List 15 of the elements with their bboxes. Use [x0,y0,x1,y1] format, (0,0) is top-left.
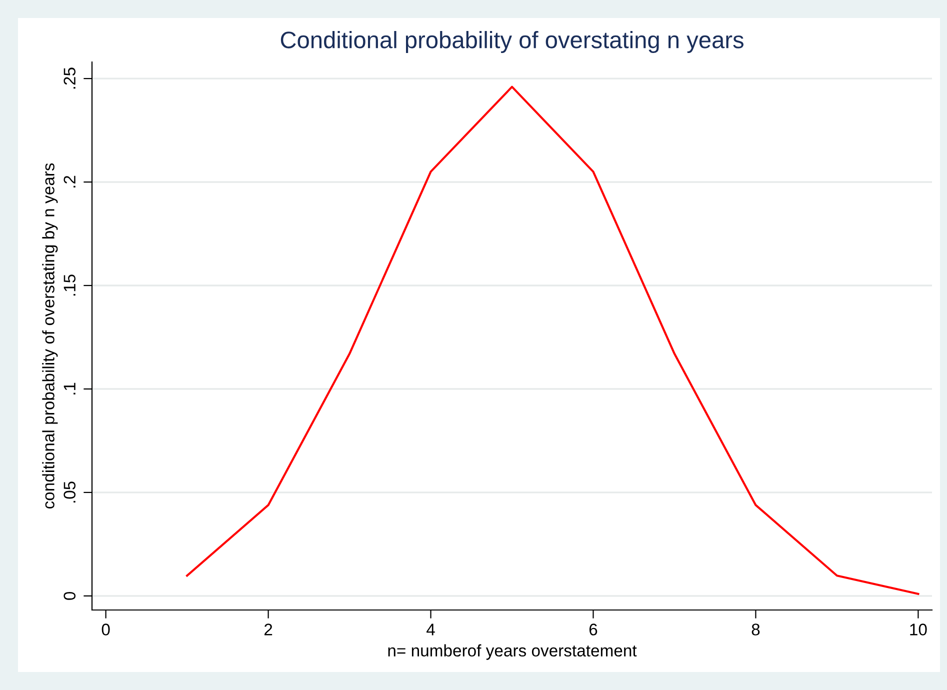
x-tick-label: 6 [589,624,598,636]
x-axis-title: n= numberof years overstatement [388,644,637,660]
y-tick-label: .25 [64,68,76,89]
x-tick-label: 0 [102,624,110,636]
y-tick-label: .1 [64,382,76,394]
x-tick-label: 4 [426,624,435,636]
y-tick-label: 0 [64,592,76,600]
chart-title: Conditional probability of overstating n years [280,31,744,54]
y-tick-label: .2 [64,176,76,188]
y-tick-label: .15 [64,274,76,296]
x-tick-label: 8 [752,624,760,636]
x-tick-label: 2 [264,624,272,636]
y-axis-title: conditional probability of overstating by n years [42,163,58,509]
y-tick-label: .05 [64,482,76,503]
x-tick-label: 10 [910,624,927,636]
